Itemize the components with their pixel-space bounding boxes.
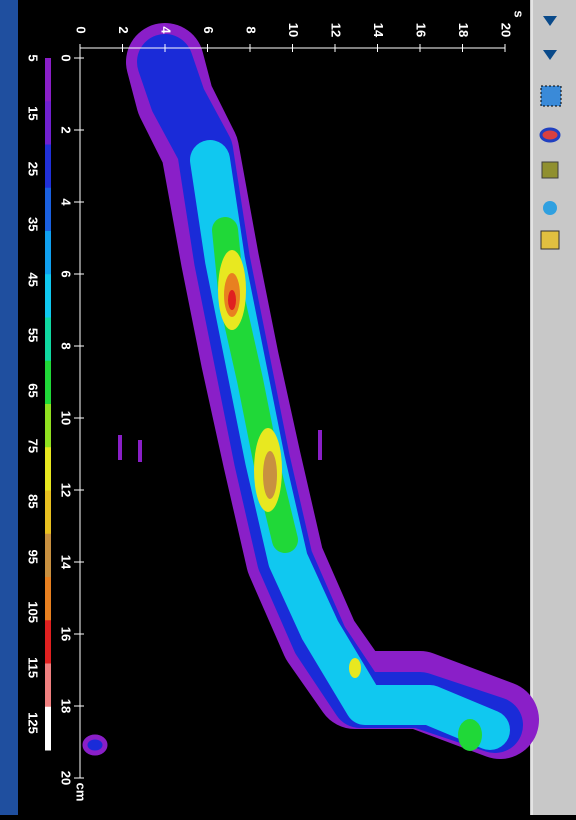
- colorbar-segment: [45, 533, 51, 578]
- colorbar-segment: [45, 490, 51, 535]
- colorbar-segment: [45, 231, 51, 275]
- colorbar-segment: [45, 620, 51, 664]
- colorbar-label: 15: [26, 106, 41, 120]
- depth-unit: cm: [74, 783, 89, 802]
- time-tick-label: 14: [371, 23, 386, 38]
- colorbar-label: 5: [26, 54, 41, 61]
- grid-button[interactable]: [540, 230, 560, 250]
- help-button[interactable]: [543, 201, 557, 215]
- colorbar-segment: [45, 577, 51, 621]
- depth-tick-label: 10: [59, 411, 74, 425]
- spot: [118, 435, 122, 460]
- colorbar-segment: [45, 663, 51, 708]
- spot: [82, 734, 108, 756]
- view-button[interactable]: [540, 85, 562, 107]
- depth-tick-label: 0: [59, 54, 74, 61]
- last-button[interactable]: [543, 50, 557, 60]
- colorbar-segment: [45, 187, 51, 232]
- time-unit: s: [512, 10, 527, 17]
- depth-tick-label: 12: [59, 483, 74, 497]
- colorbar-label: 25: [26, 162, 41, 176]
- colorbar-label: 115: [26, 657, 41, 678]
- peak-orange: [263, 451, 277, 499]
- colorbar-segment: [45, 404, 51, 448]
- toolbar: [530, 0, 576, 815]
- time-tick-label: 10: [286, 23, 301, 37]
- colorbar-segment: [45, 360, 51, 405]
- colorbar-segment: [45, 144, 51, 189]
- depth-tick-label: 8: [59, 342, 74, 349]
- colorbar-segment: [45, 447, 51, 491]
- toolbar-icons: [539, 16, 562, 250]
- time-tick-label: 4: [159, 26, 174, 34]
- colorbar-label: 35: [26, 217, 41, 231]
- colorbar-label: 85: [26, 494, 41, 508]
- colorbar-segment: [45, 317, 51, 362]
- colorbar-label: 95: [26, 550, 41, 564]
- time-tick-label: 2: [116, 26, 131, 33]
- time-tick-label: 8: [244, 26, 259, 33]
- peak-green: [458, 719, 482, 751]
- time-tick-label: 18: [456, 23, 471, 37]
- depth-tick-label: 2: [59, 126, 74, 133]
- color-button[interactable]: [539, 127, 561, 143]
- colorbar-label: 125: [26, 712, 41, 734]
- colorbar-segment: [45, 274, 51, 318]
- colorbar-label: 45: [26, 272, 41, 286]
- peak-yellow: [349, 658, 361, 678]
- layers-button[interactable]: [541, 161, 559, 179]
- colorbar-label: 75: [26, 439, 41, 453]
- time-tick-label: 20: [499, 23, 514, 37]
- colorbar-segment: [45, 706, 51, 751]
- depth-tick-label: 4: [59, 198, 74, 206]
- first-button[interactable]: [543, 16, 557, 26]
- depth-tick-label: 16: [59, 627, 74, 641]
- time-tick-label: 0: [74, 26, 89, 33]
- window-border: [0, 0, 18, 815]
- depth-tick-label: 18: [59, 699, 74, 713]
- colorbar-segment: [45, 58, 51, 102]
- peak-red: [228, 290, 236, 310]
- colorbar-label: 105: [26, 601, 41, 623]
- depth-tick-label: 20: [59, 771, 74, 785]
- colorbar-label: 65: [26, 383, 41, 397]
- colorbar-label: 55: [26, 328, 41, 342]
- time-tick-label: 6: [201, 26, 216, 33]
- time-tick-label: 16: [414, 23, 429, 37]
- time-tick-label: 12: [329, 23, 344, 37]
- depth-tick-label: 14: [59, 555, 74, 570]
- depth-tick-label: 6: [59, 270, 74, 277]
- spot: [138, 440, 142, 462]
- colorbar-segment: [45, 101, 51, 145]
- heatmap: [82, 23, 539, 759]
- spot: [318, 430, 322, 460]
